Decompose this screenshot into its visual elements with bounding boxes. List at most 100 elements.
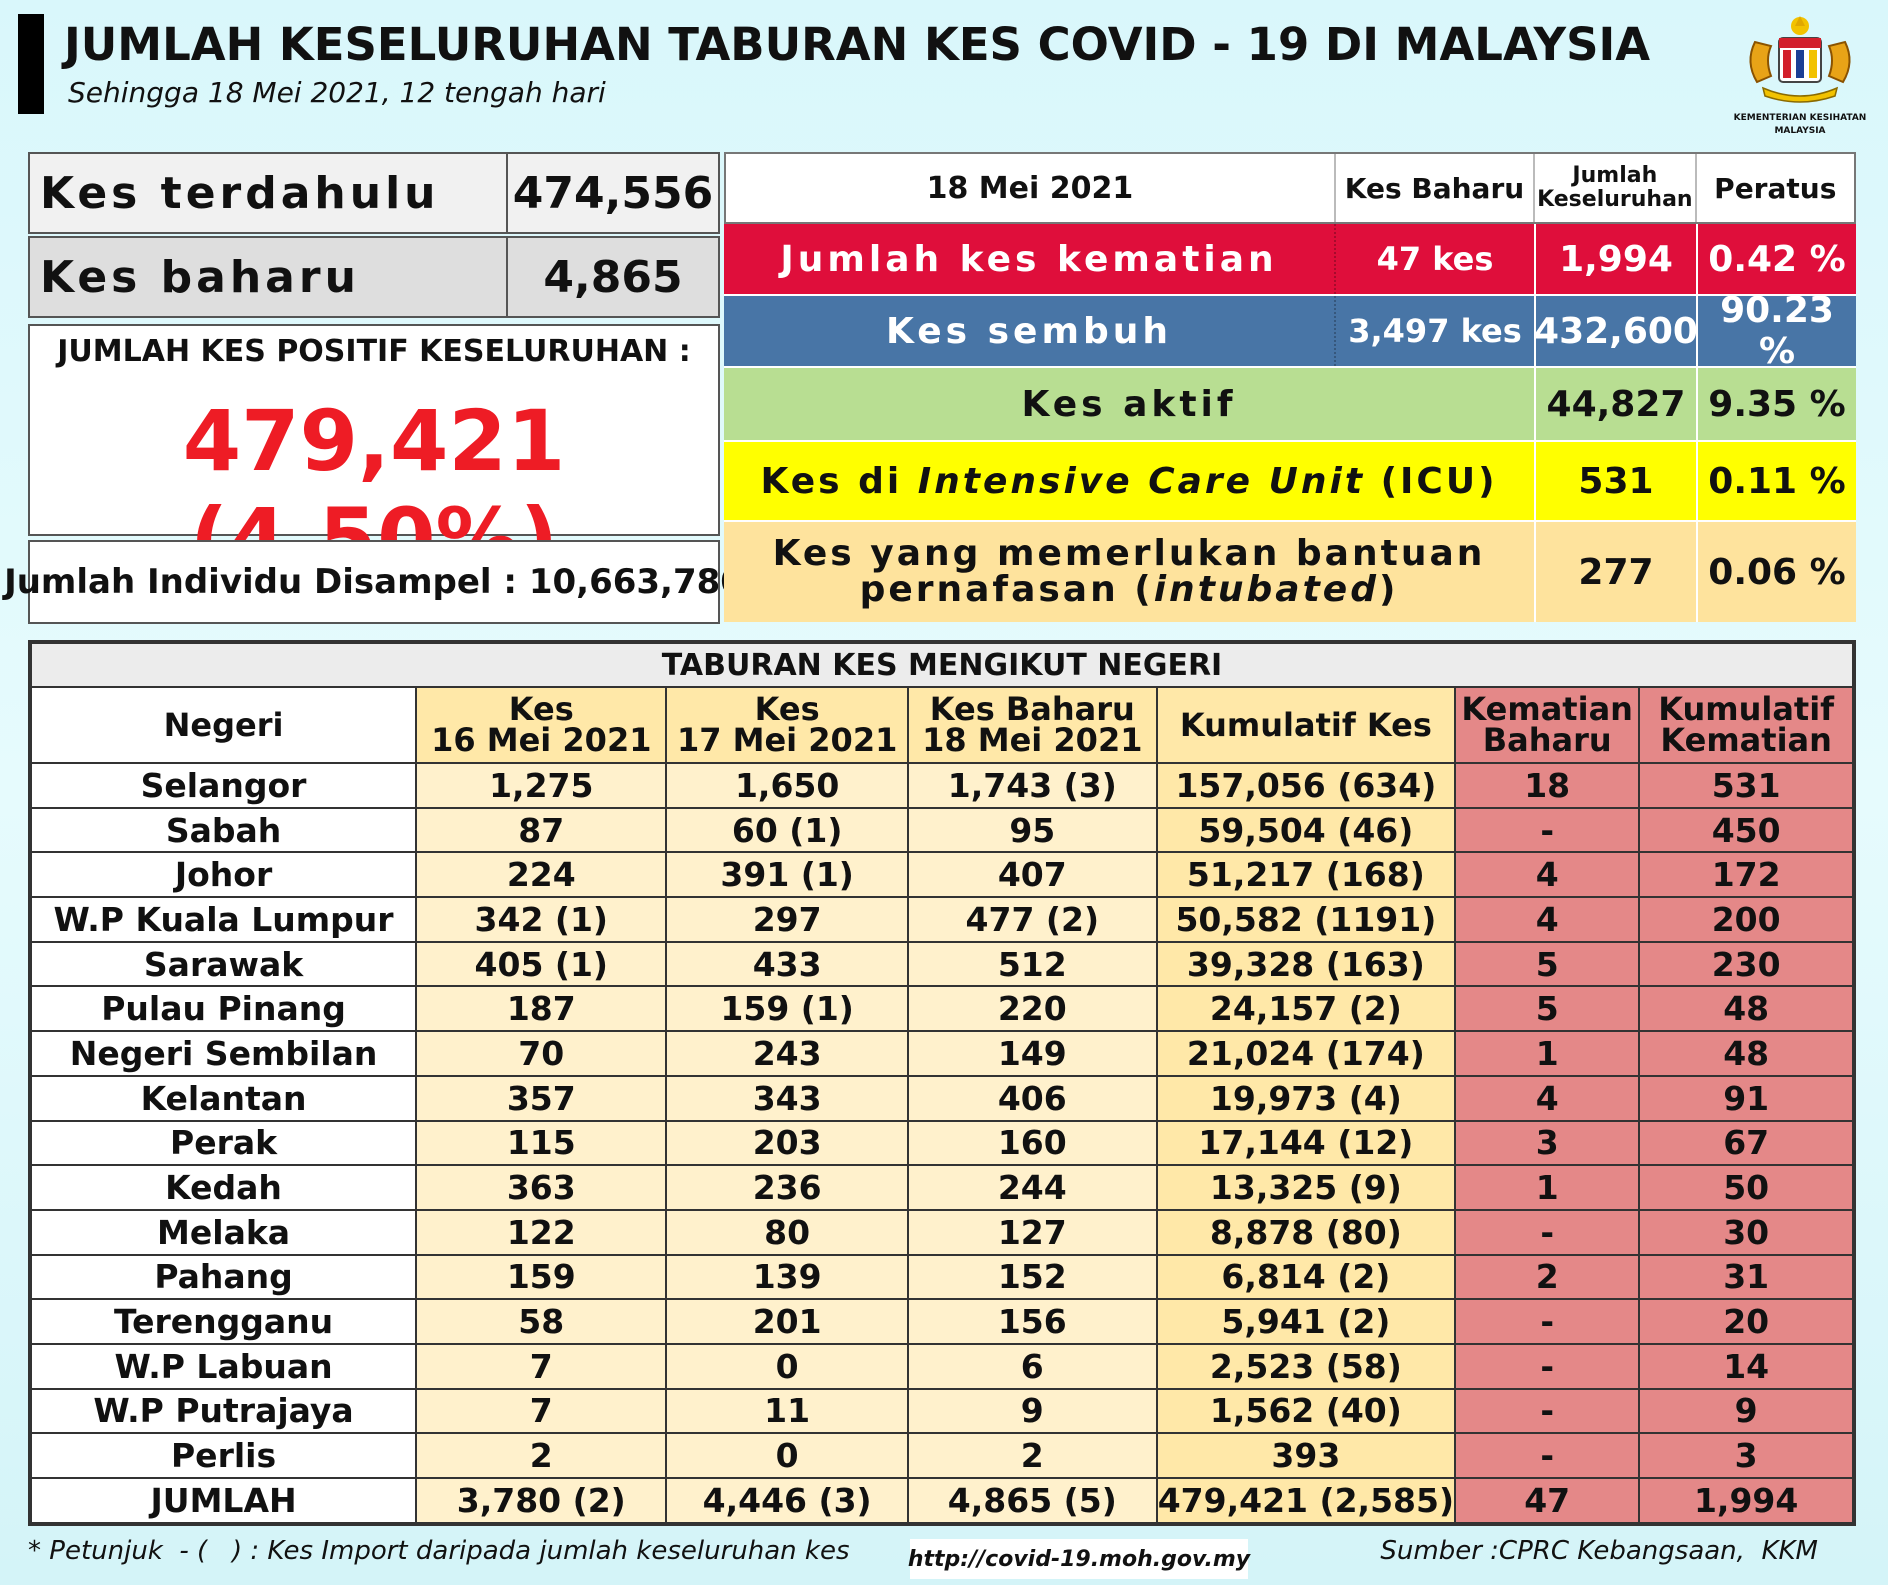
cell-cases-16-may: 115 — [415, 1119, 668, 1167]
icu-label-b: Intensive Care Unit — [917, 460, 1366, 502]
cell-cases-16-may: 1,275 — [415, 762, 668, 809]
table-row: Selangor 1,275 1,650 1,743 (3) 157,056 (634)… — [29, 762, 1854, 809]
status-header-percent: Peratus — [1694, 154, 1854, 222]
header-18-may: Kes Baharu 18 Mei 2021 — [906, 686, 1158, 764]
source-credit: Sumber :CPRC Kebangsaan, KKM — [1380, 1536, 1818, 1566]
cell-new-deaths: 3 — [1454, 1119, 1641, 1167]
cell-cases-17-may: 236 — [665, 1164, 909, 1211]
cell-new-deaths: - — [1454, 1208, 1641, 1256]
deaths-new: 47 kes — [1334, 224, 1534, 294]
cell-cases-18-may: 6 — [906, 1342, 1158, 1390]
cell-cases-17-may: 391 (1) — [665, 851, 909, 899]
cell-cumulative-deaths: 3 — [1638, 1432, 1854, 1479]
cell-cases-16-may: 7 — [415, 1342, 668, 1390]
cell-new-deaths: - — [1454, 1342, 1641, 1390]
cell-cumulative-deaths: 200 — [1638, 896, 1854, 943]
cell-cumulative-cases: 51,217 (168) — [1155, 851, 1457, 899]
page-subtitle: Sehingga 18 Mei 2021, 12 tengah hari — [68, 76, 606, 109]
intubated-line2-b: intubated — [1153, 569, 1379, 610]
cell-cases-16-may: 357 — [415, 1074, 668, 1122]
header-cumulative-deaths-line2: Kematian — [1660, 721, 1832, 759]
recovered-label: Kes sembuh — [885, 310, 1173, 352]
cell-state: Johor — [29, 851, 418, 899]
intubated-total: 277 — [1534, 522, 1696, 622]
header-18-may-line1: Kes Baharu — [929, 690, 1135, 728]
cell-cumulative-deaths: 30 — [1638, 1208, 1854, 1256]
cell-new-deaths: 5 — [1454, 940, 1641, 988]
cell-cumulative-cases: 5,941 (2) — [1155, 1298, 1457, 1345]
cell-new-deaths: - — [1454, 806, 1641, 854]
previous-cases-label: Kes terdahulu — [30, 154, 508, 232]
cell-state: Negeri Sembilan — [29, 1030, 418, 1077]
cell-cumulative-cases: 19,973 (4) — [1155, 1074, 1457, 1122]
table-row: Johor 224 391 (1) 407 51,217 (168) 4 172 — [29, 851, 1854, 899]
cell-state: JUMLAH — [29, 1477, 418, 1524]
table-row: Melaka 122 80 127 8,878 (80) -30 — [29, 1208, 1854, 1256]
cell-cases-18-may: 512 — [906, 940, 1158, 988]
table-row: Kelantan 357 343 406 19,973 (4) 4 91 — [29, 1074, 1854, 1122]
cell-new-deaths: - — [1454, 1387, 1641, 1435]
cell-cases-18-may: 149 — [906, 1030, 1158, 1077]
table-row: W.P Labuan 7 0 6 2,523 (58) -14 — [29, 1342, 1854, 1390]
header-cumulative-deaths-line1: Kumulatif — [1658, 690, 1835, 728]
cell-cumulative-cases: 21,024 (174) — [1155, 1030, 1457, 1077]
intubated-row: Kes yang memerlukan bantuan pernafasan (… — [724, 522, 1856, 622]
sampled-individuals: Jumlah Individu Disampel : 10,663,780 — [4, 540, 744, 624]
recovered-total: 432,600 — [1534, 296, 1698, 366]
cell-cases-18-may: 127 — [906, 1208, 1158, 1256]
ministry-logo: KEMENTERIAN KESIHATAN MALAYSIA — [1720, 12, 1880, 138]
cell-cases-16-may: 122 — [415, 1208, 668, 1256]
cell-cases-18-may: 406 — [906, 1074, 1158, 1122]
cell-state: Perlis — [29, 1432, 418, 1479]
status-header-total-line1: Jumlah — [1572, 163, 1658, 188]
table-row: Sarawak 405 (1) 433 512 39,328 (163) 5 230 — [29, 940, 1854, 988]
cell-cases-17-may: 1,650 — [665, 762, 909, 809]
header-state: Negeri — [29, 686, 418, 764]
header-new-deaths: Kematian Baharu — [1454, 686, 1641, 764]
status-header-row: 18 Mei 2021 Kes Baharu Jumlah Keseluruha… — [724, 152, 1856, 224]
cell-cases-18-may: 477 (2) — [906, 896, 1158, 943]
header-new-deaths-line1: Kematian — [1461, 690, 1633, 728]
cell-new-deaths: - — [1454, 1298, 1641, 1345]
source-url[interactable]: http://covid-19.moh.gov.my — [908, 1539, 1250, 1579]
cell-cumulative-cases: 393 — [1155, 1432, 1457, 1479]
table-caption: TABURAN KES MENGIKUT NEGERI — [30, 642, 1854, 688]
cell-cases-18-may: 95 — [906, 806, 1158, 854]
intubated-percent: 0.06 % — [1696, 522, 1856, 622]
cell-cumulative-cases: 13,325 (9) — [1155, 1164, 1457, 1211]
intubated-label: Kes yang memerlukan bantuan pernafasan (… — [724, 522, 1534, 622]
cell-cases-18-may: 220 — [906, 985, 1158, 1033]
cell-cases-18-may: 407 — [906, 851, 1158, 899]
cell-cumulative-cases: 50,582 (1191) — [1155, 896, 1457, 943]
intubated-label-line1: Kes yang memerlukan bantuan — [772, 533, 1486, 574]
status-date: 18 Mei 2021 — [926, 170, 1134, 206]
cell-new-deaths: 1 — [1454, 1164, 1641, 1211]
cell-state: Perak — [29, 1119, 418, 1167]
cell-new-deaths: 4 — [1454, 851, 1641, 899]
header-17-may-line2: 17 Mei 2021 — [676, 721, 898, 759]
cell-cases-17-may: 201 — [665, 1298, 909, 1345]
cell-cumulative-deaths: 230 — [1638, 940, 1854, 988]
cell-state: Kelantan — [29, 1074, 418, 1122]
cell-cases-16-may: 58 — [415, 1298, 668, 1345]
cell-cumulative-deaths: 67 — [1638, 1119, 1854, 1167]
cell-cases-16-may: 363 — [415, 1164, 668, 1211]
cell-new-deaths: 4 — [1454, 1074, 1641, 1122]
cell-cases-16-may: 187 — [415, 985, 668, 1033]
table-row: Perak 115 203 160 17,144 (12) 3 67 — [29, 1119, 1854, 1167]
cell-cases-17-may: 433 — [665, 940, 909, 988]
cell-state: Pahang — [29, 1253, 418, 1301]
icu-row: Kes di Intensive Care Unit (ICU) 531 0.1… — [724, 442, 1856, 522]
table-row: W.P Putrajaya 7 11 9 1,562 (40) -9 — [29, 1387, 1854, 1435]
page-title: JUMLAH KESELURUHAN TABURAN KES COVID - 1… — [64, 18, 1651, 71]
icu-label: Kes di Intensive Care Unit (ICU) — [724, 442, 1534, 520]
table-row: Pahang 159 139 152 6,814 (2) 2 31 — [29, 1253, 1854, 1301]
icu-label-c: (ICU) — [1365, 460, 1498, 502]
cell-cumulative-cases: 479,421 (2,585) — [1155, 1477, 1457, 1524]
deaths-total: 1,994 — [1534, 224, 1696, 294]
table-header-row: Negeri Kes 16 Mei 2021 Kes 17 Mei 2021 K… — [29, 686, 1854, 764]
cell-cases-17-may: 80 — [665, 1208, 909, 1256]
cell-cases-16-may: 70 — [415, 1030, 668, 1077]
intubated-line2-a: pernafasan ( — [859, 569, 1154, 610]
cell-cases-16-may: 342 (1) — [415, 896, 668, 943]
